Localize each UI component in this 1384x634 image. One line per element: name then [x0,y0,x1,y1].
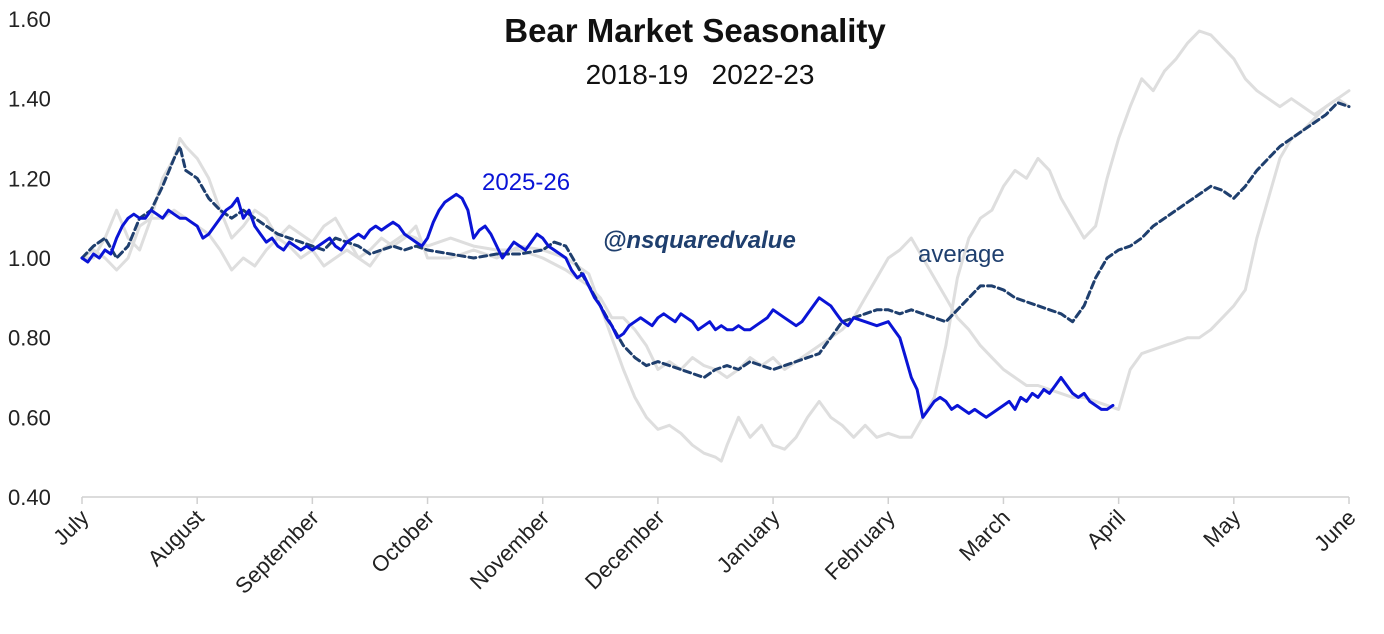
series-line-series-2022-23 [80,89,1351,411]
x-tick-label: March [954,505,1015,566]
y-tick-label: 1.20 [8,166,51,191]
x-tick-label: May [1198,505,1245,552]
y-tick-label: 1.40 [8,87,51,112]
y-tick-label: 0.80 [8,326,51,351]
chart-subtitle: 2018-19 2022-23 [586,59,815,90]
series-line-series-2018-19 [80,29,1351,463]
x-tick-label: September [230,505,324,599]
x-tick-label: June [1309,505,1360,556]
series-group [80,29,1351,463]
series-line-average [80,101,1351,379]
x-tick-label: February [820,505,900,585]
series-label-2025-26: 2025-26 [482,169,570,196]
y-tick-label: 1.00 [8,246,51,271]
x-tick-label: July [48,505,93,550]
x-tick-label: December [580,505,669,594]
x-tick-label: August [143,505,209,571]
x-tick-label: April [1081,505,1130,554]
y-tick-label: 1.60 [8,7,51,32]
watermark-label: @nsquaredvalue [603,227,796,254]
series-label-average: average [918,241,1005,268]
x-tick-label: January [712,505,785,578]
x-tick-label: November [465,505,554,594]
y-tick-label: 0.40 [8,485,51,510]
x-tick-label: October [366,505,439,578]
series-line-series-2025-26 [80,192,1115,419]
y-tick-label: 0.60 [8,405,51,430]
y-axis: 0.40 0.60 0.80 1.00 1.20 1.40 1.60 [8,7,51,510]
x-axis: July August September October November Decemb… [48,496,1361,599]
chart-title: Bear Market Seasonality [504,12,886,49]
